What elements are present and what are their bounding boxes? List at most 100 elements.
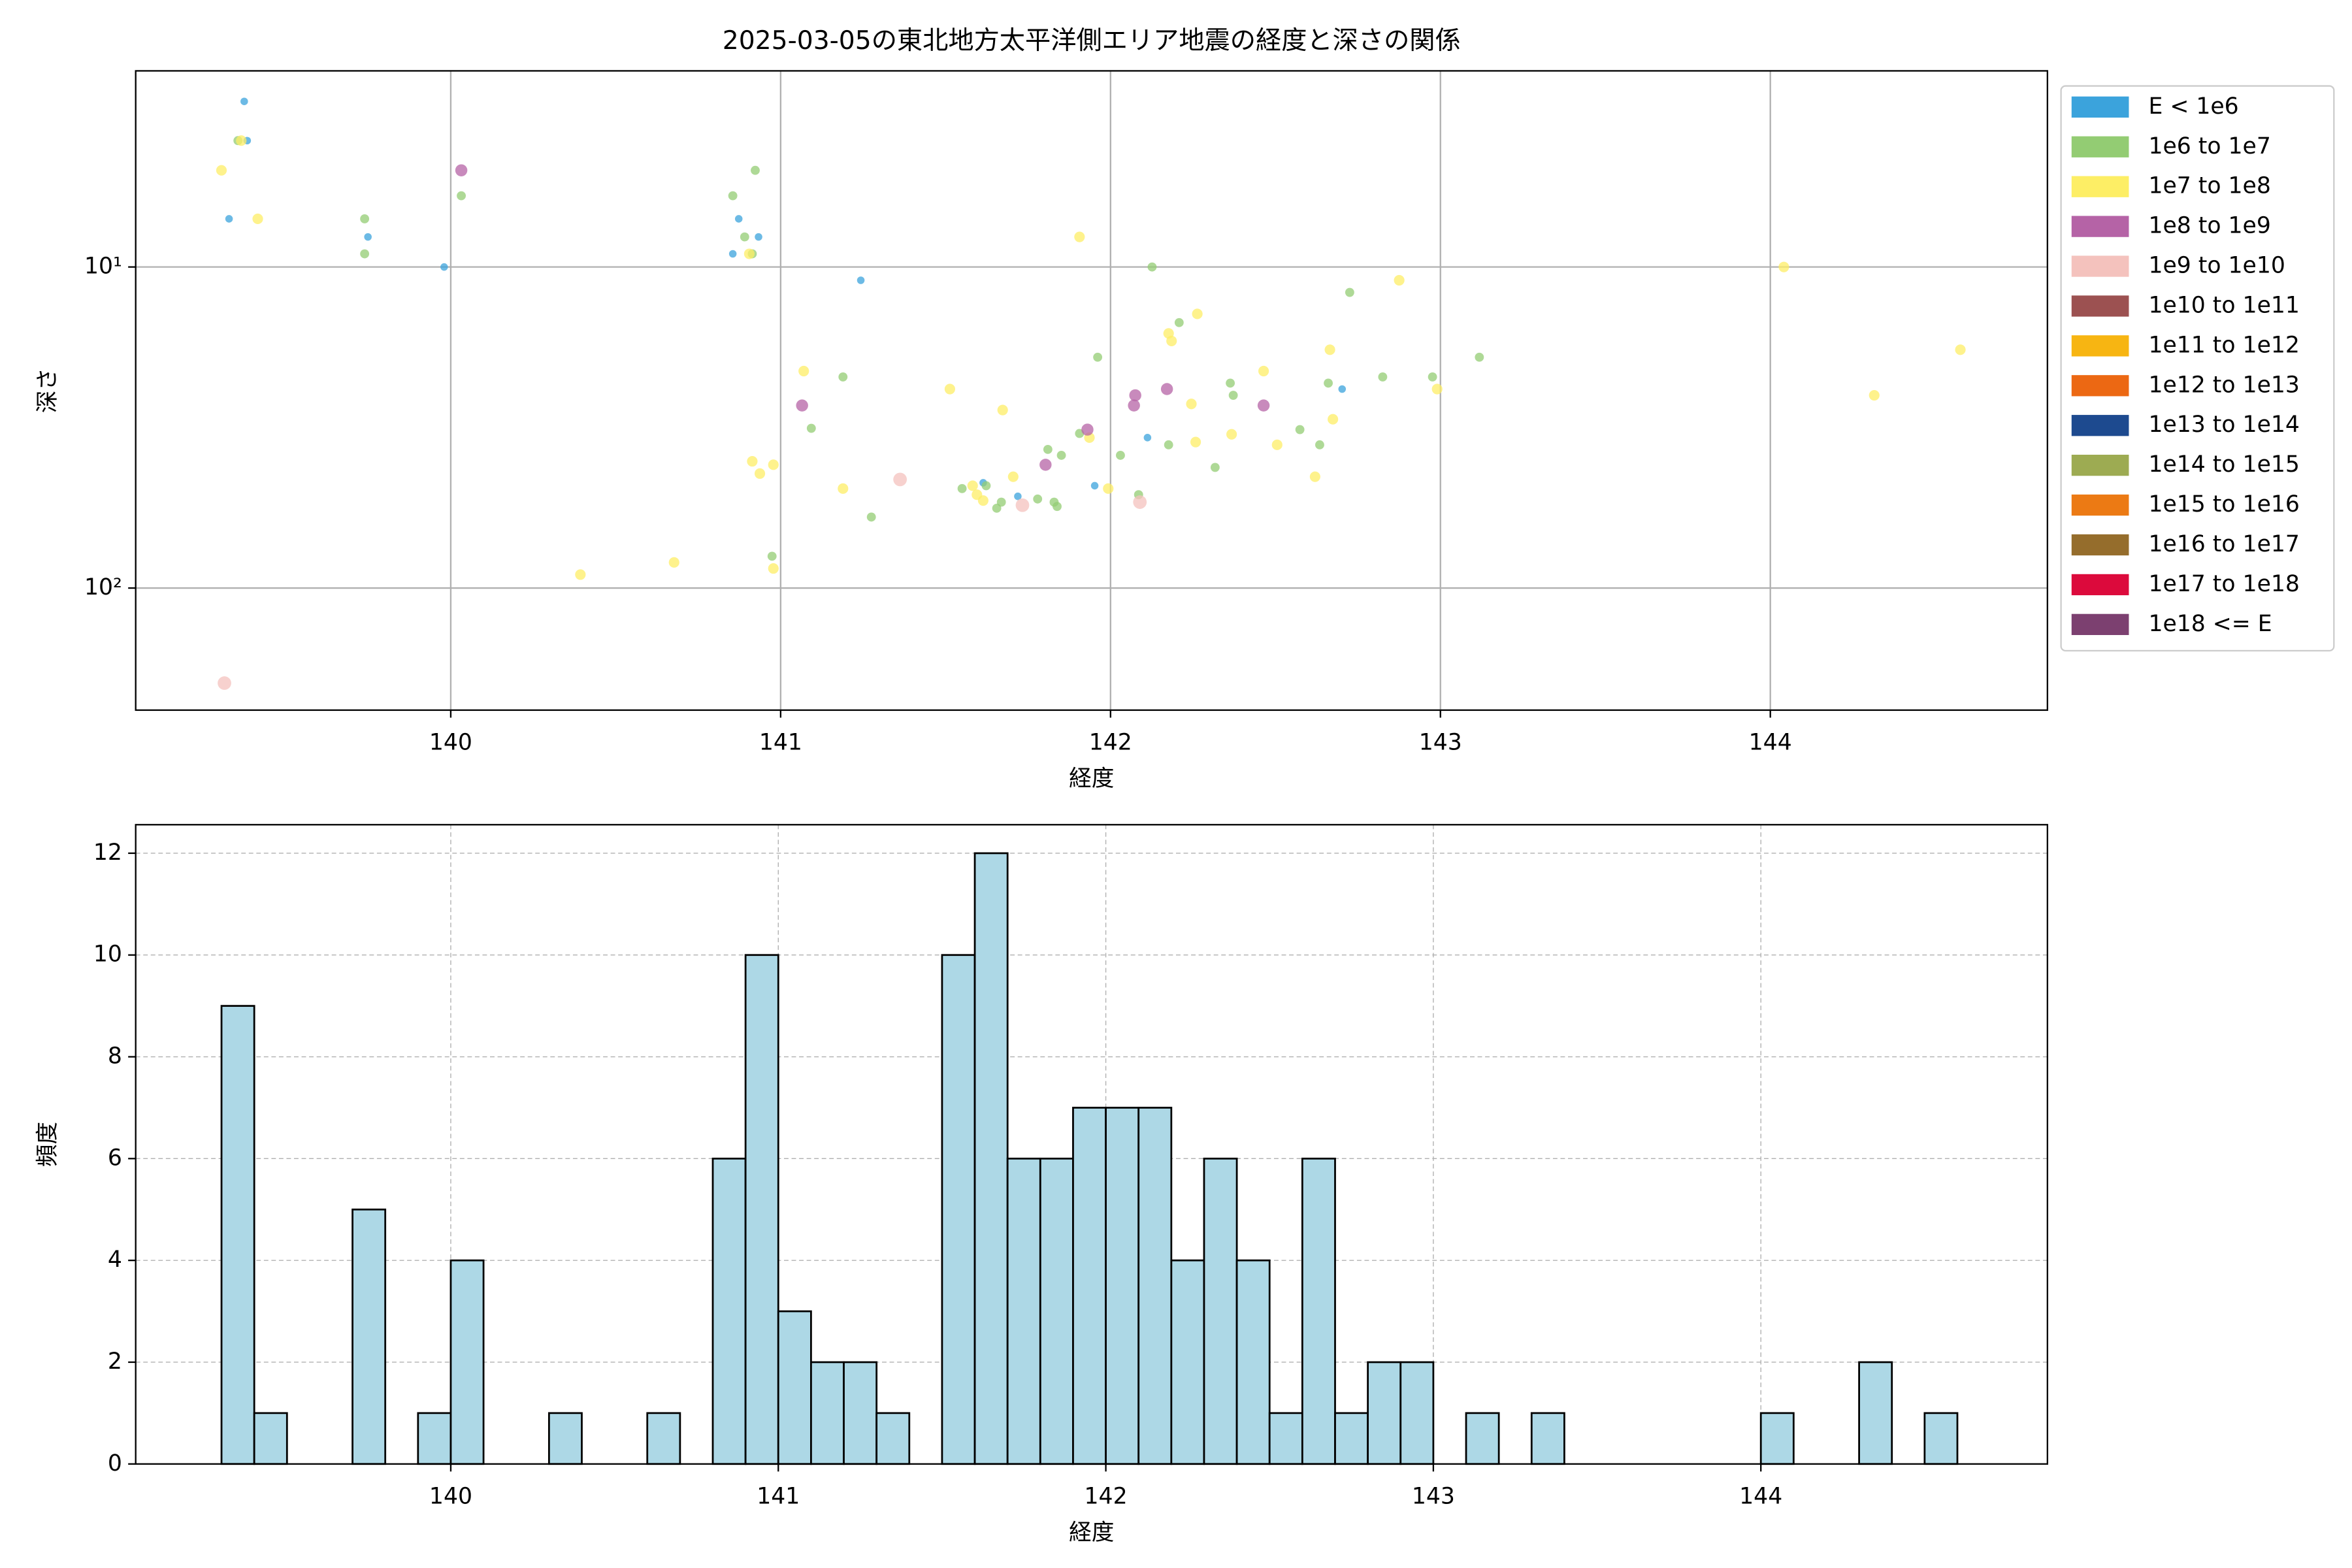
scatter-point xyxy=(734,215,743,223)
y-axis-label: 深さ xyxy=(35,368,61,413)
histogram-bar xyxy=(1235,1259,1271,1465)
scatter-point xyxy=(1103,483,1114,494)
scatter-point xyxy=(240,97,248,105)
histogram-bar xyxy=(1399,1361,1435,1465)
x-axis-label: 経度 xyxy=(1069,1520,1114,1546)
histogram-bar xyxy=(1203,1157,1238,1465)
legend-swatch xyxy=(2071,574,2129,596)
scatter-point xyxy=(806,423,816,433)
legend-swatch xyxy=(2071,255,2129,277)
legend-swatch xyxy=(2071,613,2129,635)
scatter-point xyxy=(1778,261,1789,272)
histogram-bar xyxy=(1858,1361,1893,1465)
chart-title: 2025-03-05の東北地方太平洋側エリア地震の経度と深さの関係 xyxy=(723,26,1461,56)
legend-box xyxy=(2060,85,2335,652)
y-tick-label: 0 xyxy=(108,1450,122,1477)
legend-swatch xyxy=(2071,494,2129,516)
scatter-point xyxy=(1378,372,1388,382)
scatter-point xyxy=(893,472,907,487)
legend-label: 1e8 to 1e9 xyxy=(2148,213,2270,239)
scatter-point xyxy=(1164,440,1173,449)
scatter-point xyxy=(1309,471,1320,482)
scatter-point xyxy=(1081,423,1094,436)
y-tick-label: 10² xyxy=(84,574,122,600)
scatter-point xyxy=(981,481,991,491)
scatter-point xyxy=(1174,318,1184,327)
scatter-point xyxy=(857,276,865,284)
scatter-point xyxy=(1475,352,1484,362)
scatter-point xyxy=(728,250,737,258)
scatter-point xyxy=(944,384,955,395)
histogram-bar xyxy=(810,1361,845,1465)
scatter-point xyxy=(957,483,967,493)
x-tick-label: 143 xyxy=(1412,1484,1455,1510)
legend-swatch xyxy=(2071,335,2129,357)
scatter-point xyxy=(1210,463,1220,472)
scatter-point xyxy=(838,372,848,382)
histogram-bar xyxy=(1530,1412,1565,1465)
scatter-point xyxy=(1143,434,1152,442)
legend-swatch xyxy=(2071,295,2129,317)
scatter-point xyxy=(1955,344,1966,355)
scatter-point xyxy=(1315,440,1324,449)
scatter-point xyxy=(768,459,779,470)
scatter-point xyxy=(768,563,779,574)
scatter-point xyxy=(360,249,370,259)
scatter-point xyxy=(1133,495,1147,509)
legend-swatch xyxy=(2071,455,2129,476)
legend-swatch xyxy=(2071,375,2129,397)
scatter-point xyxy=(1328,414,1339,425)
scatter-point xyxy=(997,404,1008,416)
scatter-point xyxy=(1166,335,1177,346)
scatter-point xyxy=(1345,287,1354,297)
scatter-point xyxy=(1226,429,1237,440)
scatter-point xyxy=(866,512,876,522)
legend-swatch xyxy=(2071,216,2129,237)
histogram-bar xyxy=(1465,1412,1500,1465)
scatter-point xyxy=(1093,352,1103,362)
scatter-point xyxy=(1258,365,1269,377)
scatter-point xyxy=(1160,383,1173,395)
x-tick-label: 141 xyxy=(757,1484,800,1510)
histogram-bar xyxy=(1923,1412,1959,1465)
x-tick-label: 140 xyxy=(429,730,472,756)
scatter-point xyxy=(1053,502,1062,512)
scatter-point xyxy=(225,215,233,223)
scatter-point xyxy=(440,263,448,271)
histogram-bar xyxy=(1759,1412,1795,1465)
histogram-bar xyxy=(1105,1107,1140,1465)
scatter-point xyxy=(575,569,586,580)
scatter-point xyxy=(455,164,468,176)
y-tick-label: 10¹ xyxy=(84,253,122,280)
y-tick-label: 8 xyxy=(108,1043,122,1070)
histogram-bar xyxy=(253,1412,288,1465)
x-tick-label: 140 xyxy=(429,1484,472,1510)
scatter-point xyxy=(977,495,988,506)
histogram-bar xyxy=(1137,1107,1173,1465)
scatter-point xyxy=(1090,482,1099,490)
histogram-bar xyxy=(973,852,1009,1465)
x-tick-label: 142 xyxy=(1089,730,1132,756)
scatter-point xyxy=(1431,384,1443,395)
y-tick-label: 10 xyxy=(93,941,122,968)
scatter-point xyxy=(1324,344,1335,355)
legend-swatch xyxy=(2071,415,2129,436)
scatter-point xyxy=(1056,450,1066,460)
axes-frame xyxy=(135,824,2048,1465)
scatter-point xyxy=(796,399,808,412)
histogram-bar xyxy=(1006,1157,1041,1465)
legend-swatch xyxy=(2071,176,2129,197)
scatter-point xyxy=(1226,378,1235,388)
legend-label: 1e12 to 1e13 xyxy=(2148,372,2299,398)
histogram-bar xyxy=(449,1259,485,1465)
scatter-point xyxy=(1007,471,1019,482)
scatter-point xyxy=(252,213,263,225)
legend-label: 1e16 to 1e17 xyxy=(2148,531,2299,557)
histogram-bar xyxy=(1170,1259,1205,1465)
histogram-bar xyxy=(220,1005,255,1465)
scatter-point xyxy=(1186,399,1197,410)
axes-frame xyxy=(135,70,2048,711)
legend-label: 1e10 to 1e11 xyxy=(2148,292,2299,318)
